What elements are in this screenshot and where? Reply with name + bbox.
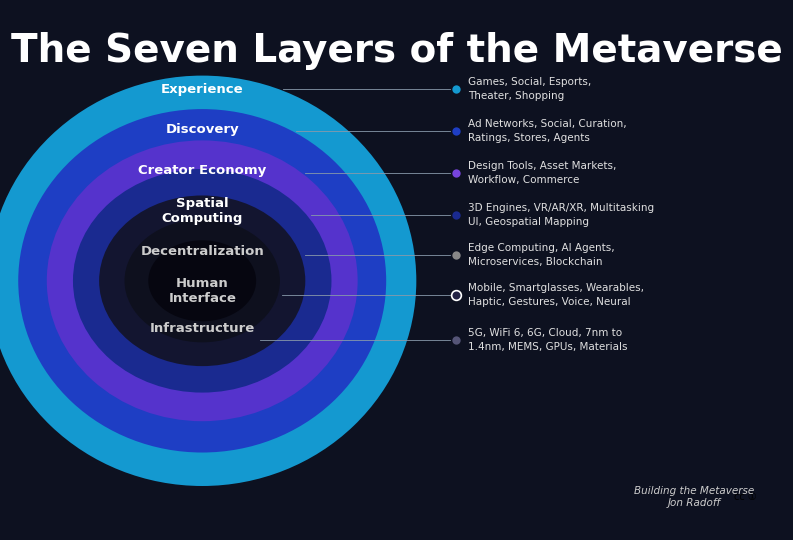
Text: Infrastructure: Infrastructure [150, 322, 255, 335]
Text: Design Tools, Asset Markets,
Workflow, Commerce: Design Tools, Asset Markets, Workflow, C… [468, 161, 616, 185]
Ellipse shape [73, 169, 331, 393]
Text: Decentralization: Decentralization [140, 245, 264, 258]
Text: The Seven Layers of the Metaverse: The Seven Layers of the Metaverse [10, 32, 783, 70]
Ellipse shape [18, 109, 386, 453]
Text: 5G, WiFi 6, 6G, Cloud, 7nm to
1.4nm, MEMS, GPUs, Materials: 5G, WiFi 6, 6G, Cloud, 7nm to 1.4nm, MEM… [468, 328, 627, 352]
Text: 3D Engines, VR/AR/XR, Multitasking
UI, Geospatial Mapping: 3D Engines, VR/AR/XR, Multitasking UI, G… [468, 203, 654, 227]
Text: Building the Metaverse
Jon Radoff: Building the Metaverse Jon Radoff [634, 486, 754, 508]
Ellipse shape [125, 219, 280, 342]
Text: Discovery: Discovery [166, 123, 239, 136]
Text: Edge Computing, AI Agents,
Microservices, Blockchain: Edge Computing, AI Agents, Microservices… [468, 244, 615, 267]
Text: Mobile, Smartglasses, Wearables,
Haptic, Gestures, Voice, Neural: Mobile, Smartglasses, Wearables, Haptic,… [468, 284, 644, 307]
Ellipse shape [99, 195, 305, 366]
Text: Games, Social, Esports,
Theater, Shopping: Games, Social, Esports, Theater, Shoppin… [468, 77, 591, 101]
Text: Spatial
Computing: Spatial Computing [162, 197, 243, 225]
Text: Ad Networks, Social, Curation,
Ratings, Stores, Agents: Ad Networks, Social, Curation, Ratings, … [468, 119, 626, 143]
Ellipse shape [47, 140, 358, 421]
Text: cc ①: cc ① [734, 492, 757, 502]
Text: Human
Interface: Human Interface [168, 276, 236, 305]
Text: Creator Economy: Creator Economy [138, 164, 266, 177]
Ellipse shape [0, 76, 416, 486]
Ellipse shape [148, 240, 256, 321]
Text: Experience: Experience [161, 83, 243, 96]
